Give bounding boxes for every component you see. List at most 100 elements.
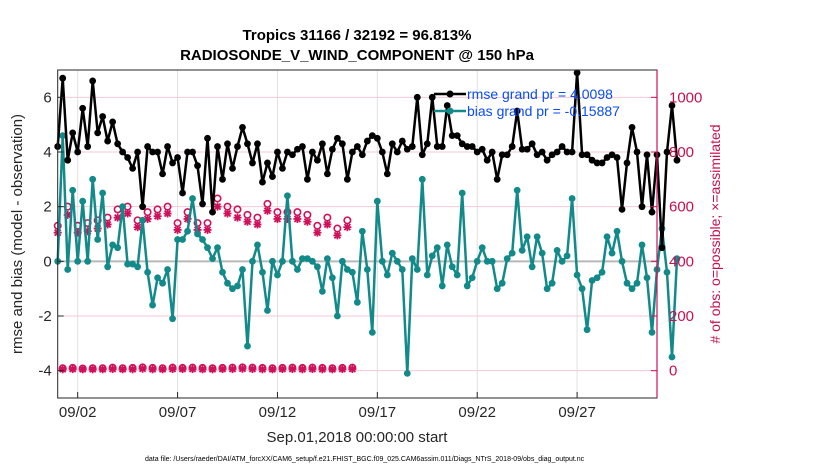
asterisk-stroke [158,365,167,373]
asterisk-stroke [308,365,317,373]
bias-point [338,257,346,265]
y-right-tick-label: 400 [669,253,694,270]
bias-point [104,263,112,271]
rmse-point [463,143,471,150]
rmse-point [378,148,386,156]
rmse-point [608,151,616,159]
asterisk-stroke [133,223,142,231]
rmse-point [383,170,391,178]
bias-point [239,266,246,273]
rmse-point [673,156,681,164]
y-tick-label: -2 [38,308,51,325]
bias-point [229,285,236,293]
asterisk-stroke [328,365,337,373]
asterisk-stroke [298,365,307,373]
rmse-point [229,165,236,172]
x-tick-label: 09/27 [558,404,596,421]
rmse-point [269,173,276,181]
x-axis-ticks: 09/02 09/07 09/12 09/17 09/22 09/27 [59,392,596,421]
asterisk-stroke [348,365,356,373]
asterisk-stroke [59,365,67,373]
rmse-point [224,140,231,148]
bias-point [169,315,176,323]
x-tick-label: 09/17 [359,404,397,421]
y-right-tick-label: 0 [669,363,677,380]
bias-point [593,274,601,282]
asterisk-stroke [178,365,187,373]
obs-assimilated-marker [123,209,132,218]
bias-point [643,274,651,282]
bias-point [448,263,456,271]
bias-point [578,285,586,293]
rmse-point [648,208,656,216]
asterisk-stroke [108,365,117,373]
rmse-point [174,154,181,161]
bias-point [398,266,406,273]
rmse-point [328,145,336,153]
obs-assimilated-marker [243,217,252,226]
bias-point [403,370,411,377]
bias-point [443,241,451,249]
bias-point [74,257,82,265]
bias-point [129,260,137,268]
bias-point [89,175,97,183]
x-axis-label: Sep.01,2018 00:00:00 start [267,429,449,446]
asterisk-stroke [278,365,287,373]
rmse-point [129,165,137,172]
obs-assimilated-marker [178,365,187,374]
bias-point [498,279,506,287]
rmse-point [99,113,107,120]
rmse-point [613,154,621,161]
rmse-point [593,159,601,167]
rmse-point [279,165,286,172]
rmse-point [468,143,476,150]
bias-point [313,263,321,271]
rmse-point [423,140,431,148]
bias-point [618,257,626,265]
rmse-point [538,148,546,156]
asterisk-stroke [163,209,172,218]
obs-assimilated-marker [293,214,302,223]
obs-assimilated-marker [118,365,127,374]
bias-point [428,252,436,260]
rmse-point [373,134,381,142]
bias-point [483,257,491,265]
bias-point [214,244,221,252]
rmse-point [568,148,576,156]
y-tick-label: 4 [43,144,51,161]
obs-assimilated-marker [213,202,222,211]
bias-point [383,271,391,279]
bias-point [433,244,441,252]
rmse-point [503,151,511,159]
bias-point [613,227,621,235]
plot-background [57,70,657,398]
rmse-point [478,145,486,153]
rmse-point [294,145,301,153]
obs-assimilated-marker [263,206,272,215]
rmse-point [59,74,67,82]
bias-point [373,197,381,205]
asterisk-stroke [228,365,237,373]
bias-point [333,312,341,320]
obs-assimilated-marker [303,217,312,226]
obs-assimilated-marker [58,365,67,374]
bias-point [393,257,401,265]
bias-point [219,268,226,276]
obs-assimilated-marker [108,365,117,374]
rmse-point [603,154,611,161]
asterisk-stroke [268,365,277,373]
bias-point [204,244,211,252]
rmse-point [598,159,606,167]
obs-assimilated-marker [153,212,162,221]
asterisk-stroke [113,213,122,222]
asterisk-stroke [153,212,162,220]
rmse-point [668,102,676,109]
asterisk-stroke [343,223,351,231]
asterisk-stroke [288,365,297,373]
bias-point [453,271,461,279]
obs-assimilated-marker [148,365,157,374]
rmse-point [368,132,376,140]
bias-point [289,257,296,265]
bias-point [304,255,311,262]
y-right-tick-label: 1000 [669,89,702,106]
